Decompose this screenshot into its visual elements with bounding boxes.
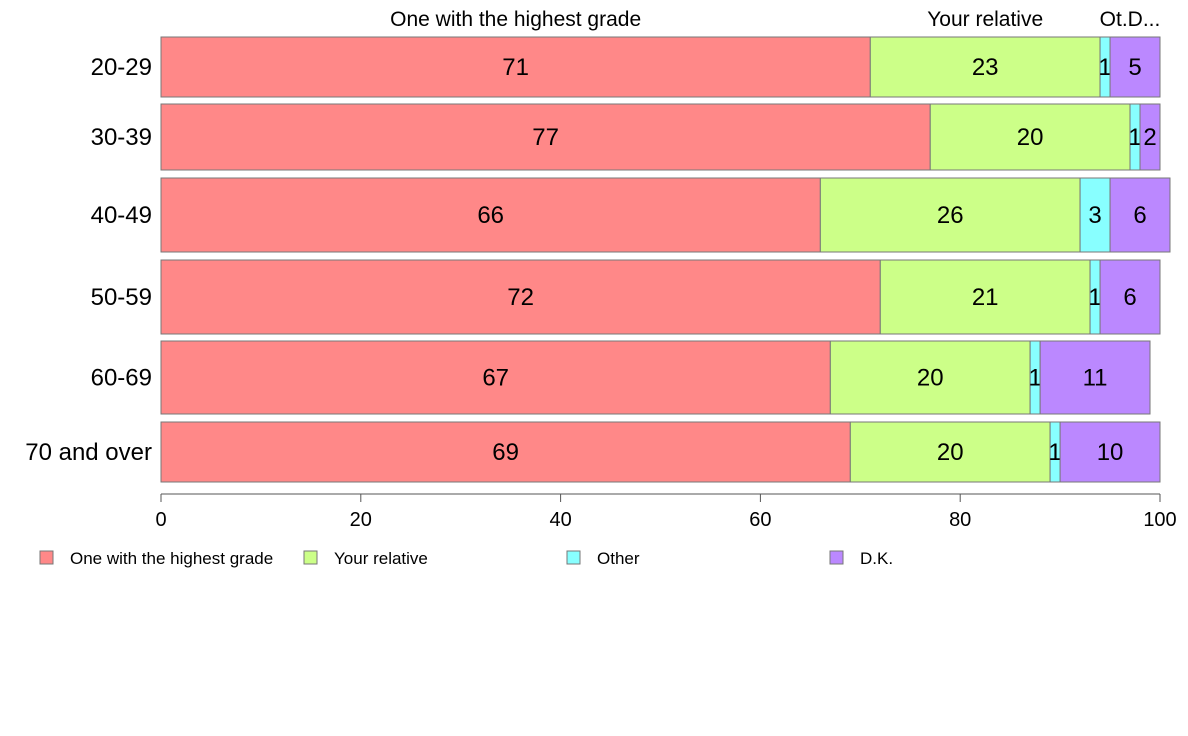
bar-value-label: 23: [972, 54, 999, 81]
bar-value-label: 5: [1128, 54, 1141, 81]
x-tick-label: 40: [549, 509, 571, 531]
bar-value-label: 77: [532, 124, 559, 151]
legend-swatch: [39, 550, 54, 565]
bar-segment: [160, 259, 881, 335]
category-label: 50-59: [91, 284, 152, 311]
category-label: 60-69: [91, 365, 152, 392]
bar-segment: [1139, 103, 1161, 171]
bar-value-label: 6: [1123, 284, 1136, 311]
bar-value-label: 67: [482, 365, 509, 392]
bar-segment: [160, 177, 821, 253]
bar-segment: [1059, 421, 1161, 483]
x-tick-label: 0: [155, 509, 166, 531]
bar-segment: [1109, 177, 1171, 253]
bar-value-label: 71: [502, 54, 529, 81]
category-label: 20-29: [91, 54, 152, 81]
bar-value-label: 1: [1128, 124, 1141, 151]
bar-value-label: 3: [1088, 202, 1101, 229]
bar-value-label: 1: [1088, 284, 1101, 311]
legend-swatch: [566, 550, 581, 565]
bar-segment: [929, 103, 1131, 171]
bar-segment: [1039, 340, 1151, 415]
category-label: 40-49: [91, 202, 152, 229]
legend-swatch: [829, 550, 844, 565]
x-tick-label: 20: [350, 509, 372, 531]
bar-value-label: 1: [1048, 439, 1061, 466]
bar-value-label: 2: [1143, 124, 1156, 151]
top-series-label: One with the highest grade: [390, 8, 641, 31]
bar-value-label: 11: [1083, 365, 1108, 392]
bar-segment: [1099, 259, 1161, 335]
legend-label: One with the highest grade: [70, 549, 273, 568]
x-tick-label: 100: [1143, 509, 1176, 531]
bar-value-label: 1: [1098, 54, 1111, 81]
bar-segment: [1079, 177, 1111, 253]
bar-segment: [849, 421, 1051, 483]
bar-segment: [829, 340, 1031, 415]
legend-swatch: [303, 550, 318, 565]
bar-segment: [869, 36, 1101, 98]
bar-segment: [819, 177, 1081, 253]
category-label: 30-39: [91, 124, 152, 151]
bar-value-label: 21: [972, 284, 999, 311]
bar-value-label: 6: [1133, 202, 1146, 229]
bar-value-label: 20: [937, 439, 964, 466]
bar-value-label: 10: [1097, 439, 1124, 466]
category-label: 70 and over: [25, 439, 152, 466]
bar-value-label: 72: [507, 284, 534, 311]
x-tick-label: 80: [949, 509, 971, 531]
bar-segment: [160, 421, 851, 483]
x-tick-label: 60: [749, 509, 771, 531]
bar-value-label: 66: [477, 202, 504, 229]
top-series-label: Your relative: [927, 8, 1043, 31]
bar-value-label: 1: [1028, 365, 1041, 392]
top-series-label: Ot.D...: [1100, 8, 1161, 31]
legend-label: Other: [597, 549, 640, 568]
bar-value-label: 20: [917, 365, 944, 392]
bar-segment: [160, 36, 871, 98]
bar-segment: [160, 103, 931, 171]
bar-segment: [879, 259, 1091, 335]
legend-label: D.K.: [860, 549, 893, 568]
legend-label: Your relative: [334, 549, 428, 568]
bar-value-label: 69: [492, 439, 519, 466]
bar-segment: [1109, 36, 1161, 98]
bar-value-label: 20: [1017, 124, 1044, 151]
bar-segment: [160, 340, 831, 415]
bar-value-label: 26: [937, 202, 964, 229]
